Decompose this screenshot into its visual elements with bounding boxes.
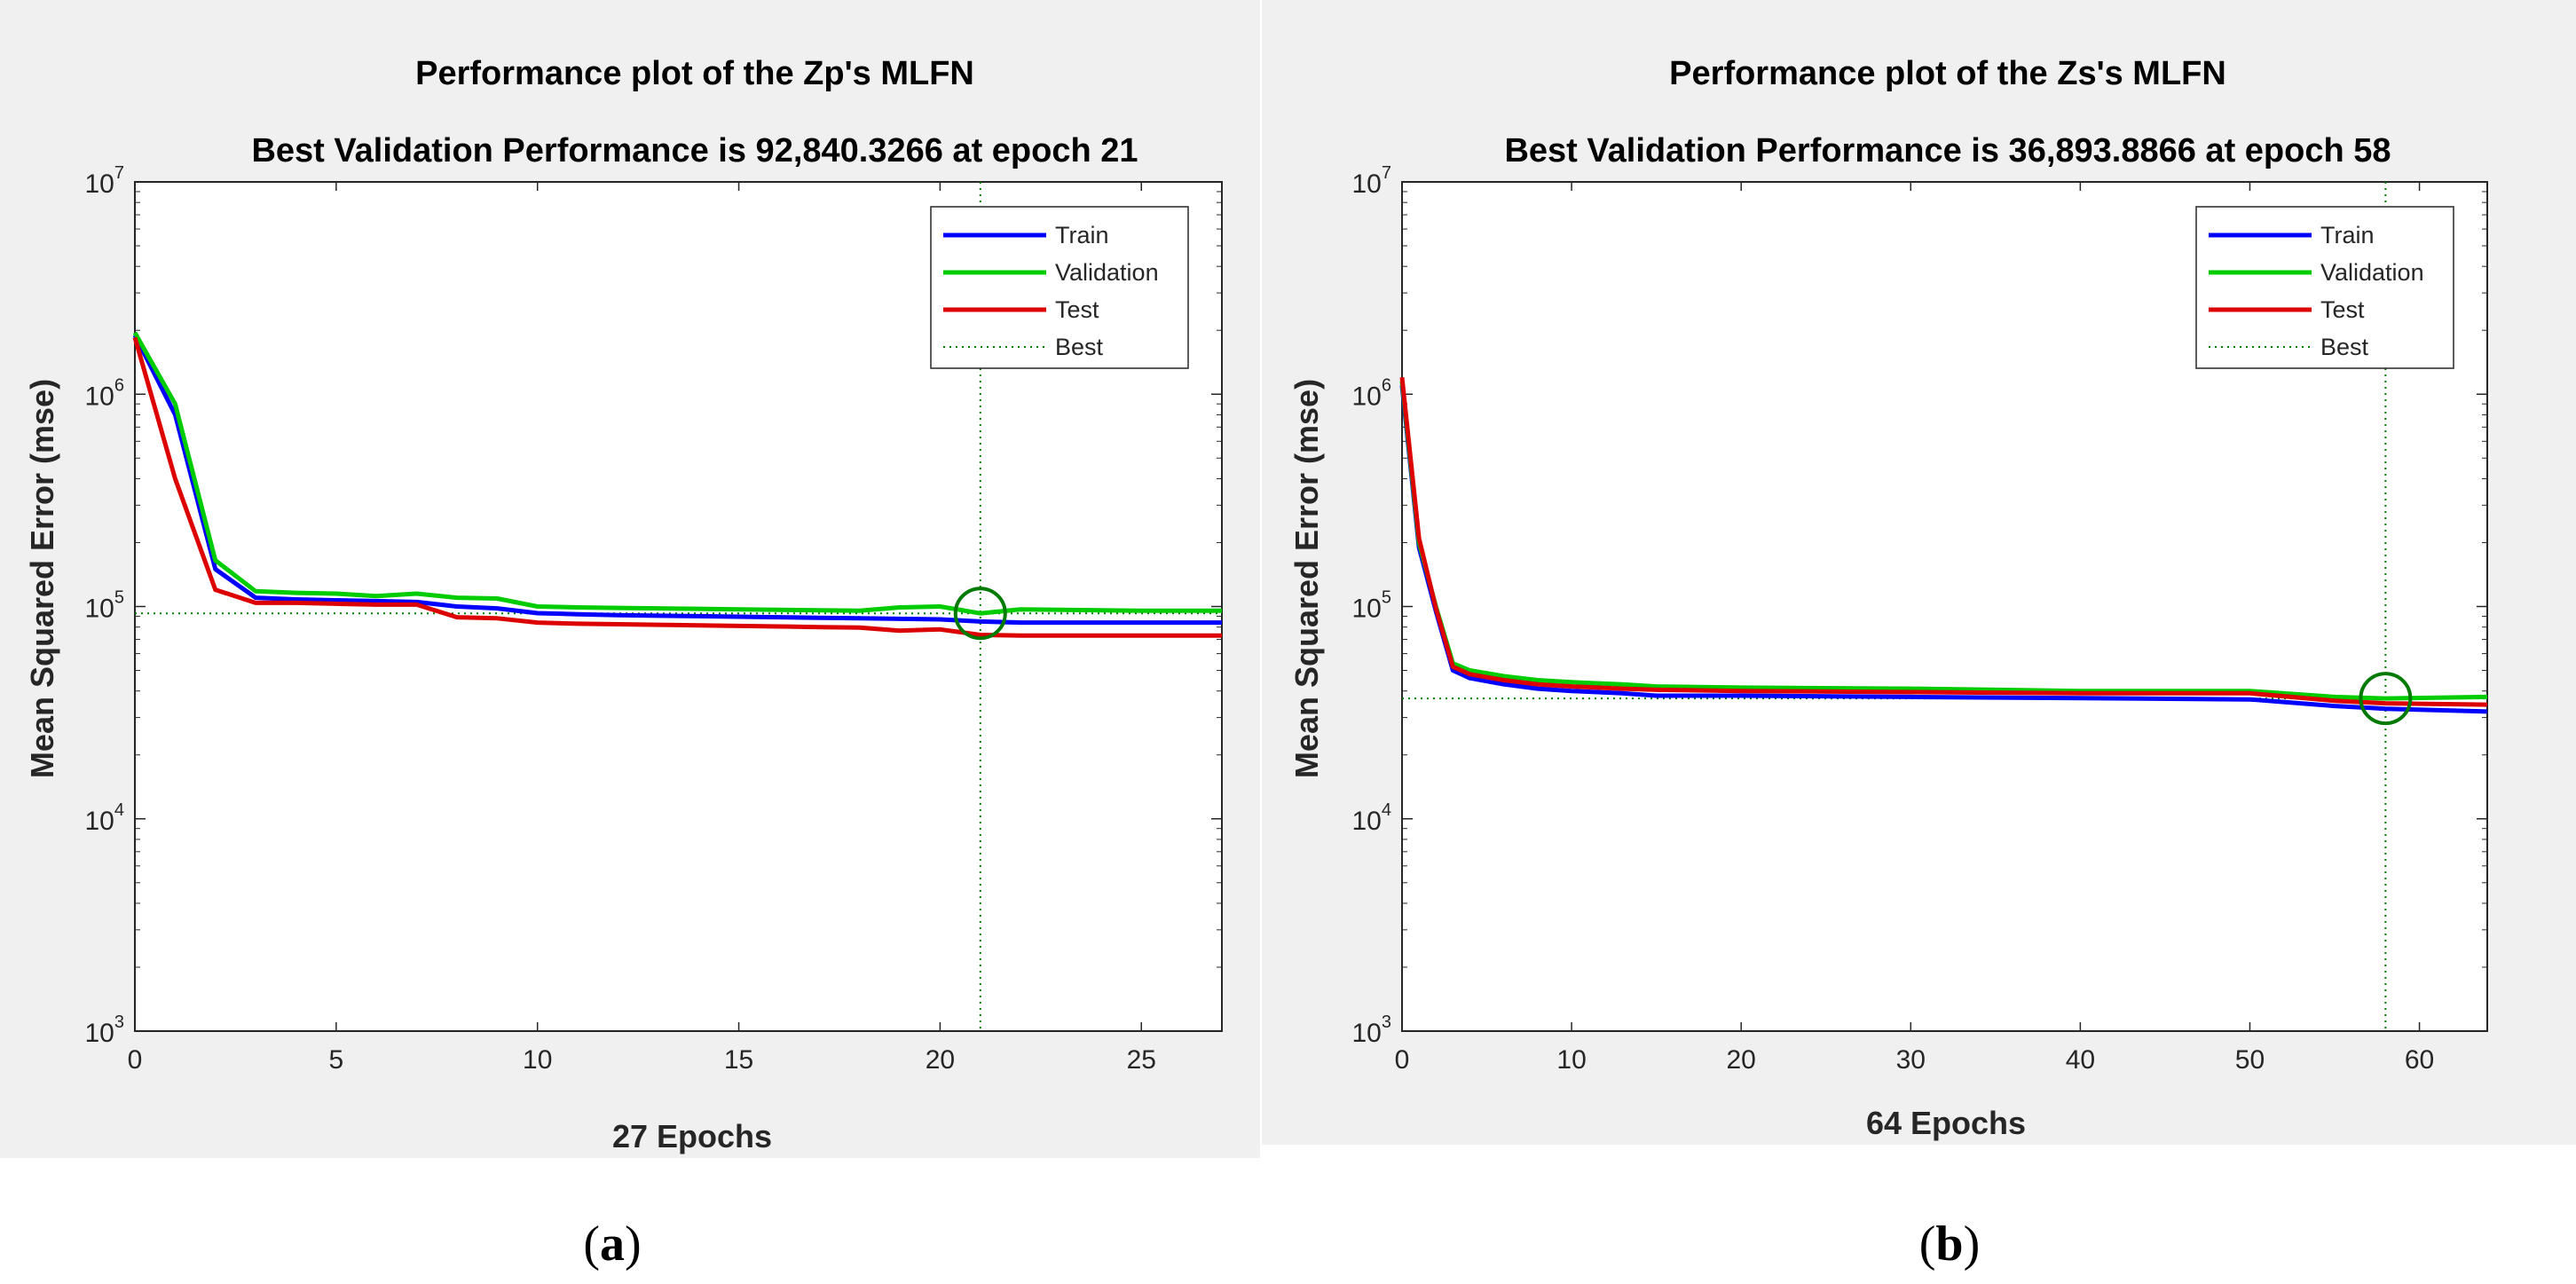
panel-a-plot: 0 5 10 15 20 25103104105106107TrainValidation… bbox=[85, 163, 1223, 1075]
panel-b-legend-label-test: Test bbox=[2320, 296, 2365, 323]
panel-b-xtick-label-1: 10 bbox=[1556, 1045, 1586, 1075]
panel-a-ytick-label-4: 107 bbox=[85, 163, 125, 199]
panel-b-title: Performance plot of the Zs's MLFN bbox=[1669, 55, 2226, 92]
panel-a-legend-label-train: Train bbox=[1055, 222, 1109, 248]
panel-a-legend-label-validation: Validation bbox=[1055, 259, 1159, 286]
panel-b-xlabel: 64 Epochs bbox=[1866, 1105, 2026, 1141]
panel-a-caption-close: ) bbox=[625, 1217, 642, 1272]
panel-a-xtick-label-3: 15 bbox=[724, 1045, 753, 1075]
panel-b-plot: 0 10 20 30 40 50 60103104105106107TrainValidat… bbox=[1352, 163, 2488, 1075]
panel-b-xtick-label-6: 60 bbox=[2405, 1045, 2434, 1075]
panel-b-ytick-base-2: 10 bbox=[1352, 595, 1382, 624]
panel-b-caption-open: ( bbox=[1919, 1217, 1936, 1272]
panel-b-ytick-base-0: 10 bbox=[1352, 1019, 1382, 1048]
panel-b-xtick-label-5: 50 bbox=[2235, 1045, 2265, 1075]
panel-a-ytick-exp-1: 4 bbox=[114, 800, 124, 820]
panel-b-ytick-label-0: 103 bbox=[1352, 1012, 1392, 1048]
panel-b-series-test bbox=[1399, 377, 2488, 707]
panel-b-caption-close: ) bbox=[1964, 1217, 1981, 1272]
panel-a-ytick-exp-4: 7 bbox=[114, 163, 124, 183]
panel-a-ytick-label-1: 104 bbox=[85, 800, 125, 836]
panel-b-xtick-label-0: 0 bbox=[1395, 1045, 1410, 1075]
panel-b-ytick-exp-1: 4 bbox=[1382, 800, 1391, 820]
panel-b-ytick-base-4: 10 bbox=[1352, 169, 1382, 199]
panel-b-ytick-base-1: 10 bbox=[1352, 807, 1382, 836]
panel-b-ytick-label-3: 106 bbox=[1352, 375, 1392, 411]
panel-b-ylabel: Mean Squared Error (mse) bbox=[1288, 379, 1325, 778]
panel-a: Performance plot of the Zp's MLFN Best V… bbox=[0, 0, 1260, 1272]
panel-a-ytick-exp-0: 3 bbox=[114, 1012, 124, 1032]
panel-b-legend-label-validation: Validation bbox=[2320, 259, 2424, 286]
panel-b-ytick-label-2: 105 bbox=[1352, 588, 1392, 624]
panel-a-ytick-base-0: 10 bbox=[85, 1019, 114, 1048]
panel-a-ytick-base-1: 10 bbox=[85, 807, 114, 836]
panel-a-title: Performance plot of the Zp's MLFN bbox=[415, 55, 974, 92]
panel-a-legend-label-test: Test bbox=[1055, 296, 1099, 323]
panel-b-caption-letter: b bbox=[1935, 1217, 1963, 1272]
panel-b-ytick-exp-0: 3 bbox=[1382, 1012, 1391, 1032]
panel-a-ytick-exp-2: 5 bbox=[114, 588, 124, 608]
panel-a-xtick-label-4: 20 bbox=[926, 1045, 955, 1075]
panel-b-legend-label-best: Best bbox=[2320, 334, 2369, 360]
panel-b-ytick-label-1: 104 bbox=[1352, 800, 1392, 836]
panel-a-ytick-base-3: 10 bbox=[85, 382, 114, 411]
panel-b-legend-label-train: Train bbox=[2320, 222, 2375, 248]
panel-b-xtick-label-2: 20 bbox=[1727, 1045, 1756, 1075]
panel-a-ytick-label-3: 106 bbox=[85, 375, 125, 411]
panel-a-ytick-label-2: 105 bbox=[85, 588, 125, 624]
panel-b-ytick-label-4: 107 bbox=[1352, 163, 1392, 199]
panel-b-subtitle: Best Validation Performance is 36,893.88… bbox=[1504, 132, 2391, 169]
panel-b-caption: (b) bbox=[1919, 1217, 1980, 1272]
panel-a-series-test bbox=[132, 336, 1222, 638]
panel-b-ytick-base-3: 10 bbox=[1352, 382, 1382, 411]
panel-a-xtick-label-2: 10 bbox=[523, 1045, 552, 1075]
panel-a-ytick-label-0: 103 bbox=[85, 1012, 125, 1048]
panel-a-ylabel: Mean Squared Error (mse) bbox=[24, 379, 60, 778]
panel-a-series-train bbox=[132, 334, 1222, 626]
panel-b-ytick-exp-3: 6 bbox=[1382, 375, 1391, 395]
panel-a-best-marker bbox=[953, 587, 1007, 641]
panel-a-xtick-label-0: 0 bbox=[128, 1045, 143, 1075]
panel-b-xtick-label-4: 40 bbox=[2066, 1045, 2095, 1075]
panel-b-xtick-label-3: 30 bbox=[1896, 1045, 1926, 1075]
panel-a-series-validation bbox=[132, 331, 1222, 616]
panel-a-legend-label-best: Best bbox=[1055, 334, 1104, 360]
panel-a-xtick-label-5: 25 bbox=[1127, 1045, 1156, 1075]
panel-a-xlabel: 27 Epochs bbox=[612, 1118, 772, 1154]
panel-a-caption-letter: a bbox=[600, 1217, 625, 1272]
panel-a-caption-open: ( bbox=[583, 1217, 600, 1272]
panel-b-ytick-exp-2: 5 bbox=[1382, 588, 1391, 608]
panel-a-subtitle: Best Validation Performance is 92,840.32… bbox=[251, 132, 1138, 169]
panel-a-caption: (a) bbox=[583, 1217, 641, 1272]
panel-a-ytick-exp-3: 6 bbox=[114, 375, 124, 395]
panel-b-best-marker bbox=[2359, 672, 2413, 726]
panel-b-ytick-exp-4: 7 bbox=[1382, 163, 1391, 183]
panel-a-ytick-base-4: 10 bbox=[85, 169, 114, 199]
panel-b: Performance plot of the Zs's MLFN Best V… bbox=[1262, 0, 2576, 1272]
panel-a-ytick-base-2: 10 bbox=[85, 595, 114, 624]
panel-a-xtick-label-1: 5 bbox=[329, 1045, 344, 1075]
